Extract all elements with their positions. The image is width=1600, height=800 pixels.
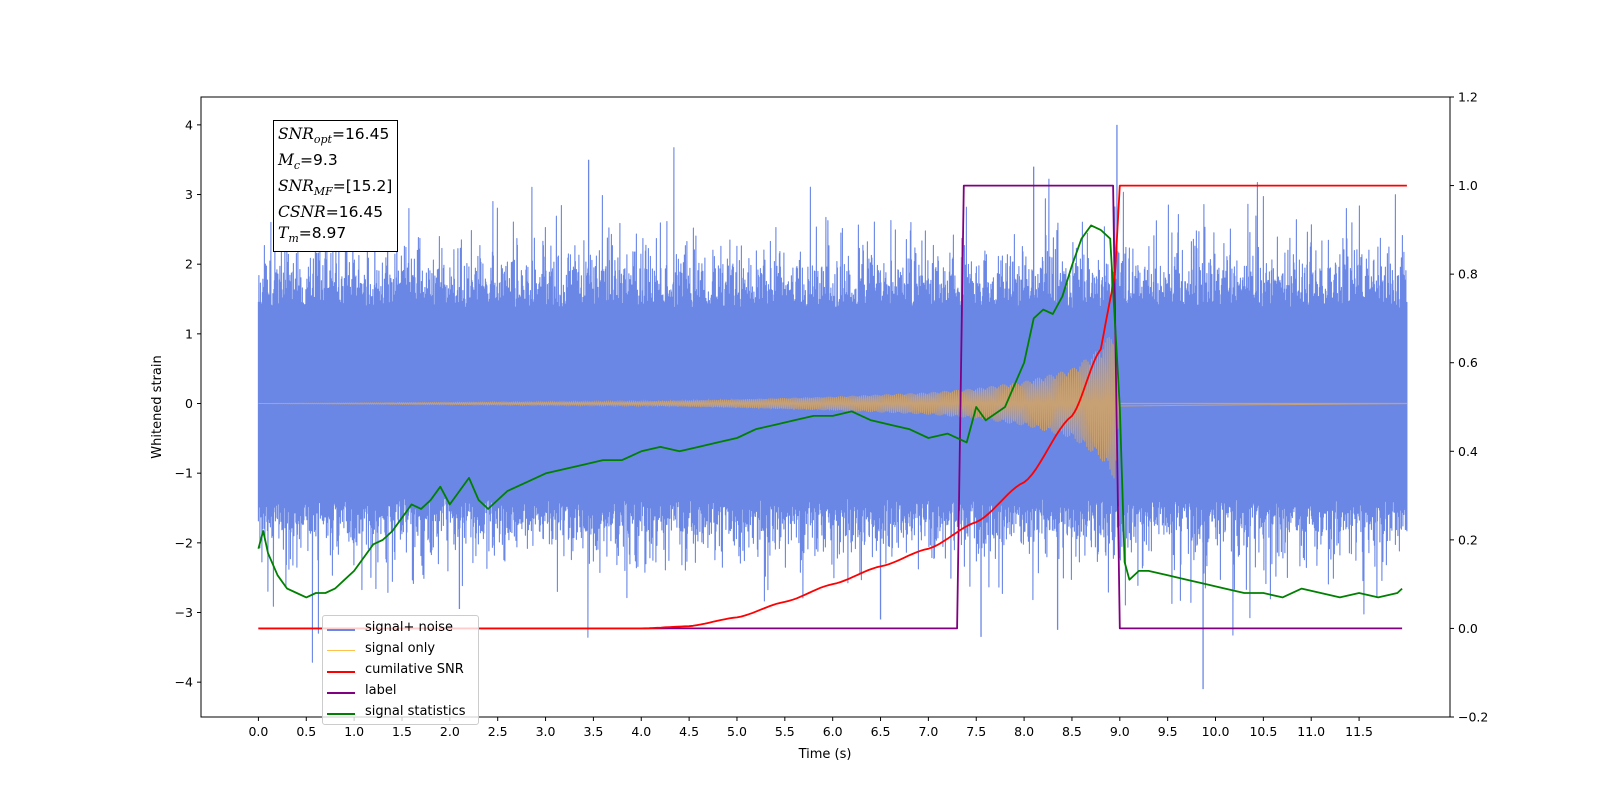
x-tick-label: 5.5 [775,724,795,739]
x-tick-label: 10.5 [1249,724,1277,739]
legend-item-signal-statistics: signal statistics [323,703,478,723]
legend-label: signal+ noise [365,620,454,635]
legend: signal+ noise signal only cumilative SNR… [322,615,479,725]
x-tick-label: 8.5 [1062,724,1082,739]
x-tick-label: 11.0 [1297,724,1325,739]
legend-label: signal only [365,641,436,656]
legend-label: label [365,683,397,698]
x-tick-label: 6.0 [823,724,843,739]
y-right-tick-label: 0.8 [1458,267,1478,282]
y-right-tick-label: 0.2 [1458,532,1478,547]
y-tick-label: −3 [175,605,193,620]
x-tick-label: 4.0 [631,724,651,739]
y-right-tick-label: 0.0 [1458,621,1478,636]
x-axis-ticks: 0.0 0.5 1.0 1.5 2.0 2.5 3.0 3.5 4.0 4.5 5.0 5.5 6.0 6… [248,717,1373,739]
legend-item-signal-noise: signal+ noise [323,619,478,639]
x-tick-label: 3.0 [536,724,556,739]
annotation-mc: Mc=9.3 [278,151,338,173]
legend-item-label: label [323,682,478,702]
x-tick-label: 8.0 [1014,724,1034,739]
y-right-axis-ticks: 1.2 1.0 0.8 0.6 0.4 0.2 0.0 −0.2 [1450,90,1488,725]
y-right-tick-label: 0.4 [1458,444,1478,459]
x-tick-label: 7.0 [918,724,938,739]
x-tick-label: 2.0 [440,724,460,739]
y-tick-label: −4 [175,675,193,690]
x-tick-label: 4.5 [679,724,699,739]
legend-label: cumilative SNR [365,662,464,677]
plot-area [257,124,1408,690]
legend-swatch [327,629,355,631]
x-tick-label: 6.5 [871,724,891,739]
x-axis-label: Time (s) [798,747,852,762]
x-tick-label: 0.0 [248,724,268,739]
y-tick-label: −2 [175,535,193,550]
legend-swatch [327,650,355,651]
series-cumulative-snr [258,184,1407,630]
series-label [258,184,1403,630]
annotation-snr-opt: SNRopt=16.45 [278,125,390,147]
y-right-tick-label: 1.0 [1458,178,1478,193]
y-tick-label: 3 [185,187,193,202]
y-tick-label: 4 [185,117,193,132]
x-tick-label: 11.5 [1345,724,1373,739]
annotation-box: SNRopt=16.45 Mc=9.3 SNRMF=[15.2] CSNR=16… [273,120,399,253]
y-tick-label: 1 [185,326,193,341]
x-tick-label: 9.5 [1158,724,1178,739]
y-tick-label: 0 [185,396,193,411]
legend-item-cumulative-snr: cumilative SNR [323,661,478,681]
y-tick-label: −1 [175,466,193,481]
x-tick-label: 10.0 [1202,724,1230,739]
legend-label: signal statistics [365,704,466,719]
annotation-snr-mf: SNRMF=[15.2] [278,177,393,199]
x-tick-label: 2.5 [488,724,508,739]
x-tick-label: 7.5 [966,724,986,739]
legend-swatch [327,671,355,673]
x-tick-label: 1.5 [392,724,412,739]
legend-item-signal-only: signal only [323,640,478,660]
legend-swatch [327,713,355,715]
series-signal-only [258,333,1407,479]
annotation-tm: Tm=8.97 [278,224,347,246]
y-right-tick-label: −0.2 [1458,710,1488,725]
y-axis-label: Whitened strain [150,355,165,458]
y-axis-ticks: 4 3 2 1 0 −1 −2 −3 −4 [175,117,201,690]
y-right-tick-label: 0.6 [1458,355,1478,370]
x-tick-label: 1.0 [344,724,364,739]
axes-frame [200,96,1451,718]
series-signal-statistics [257,224,1403,599]
x-tick-label: 0.5 [296,724,316,739]
x-tick-label: 9.0 [1110,724,1130,739]
x-tick-label: 5.0 [727,724,747,739]
annotation-csnr: CSNR=16.45 [278,203,384,222]
y-tick-label: 2 [185,257,193,272]
x-tick-label: 3.5 [583,724,603,739]
legend-swatch [327,692,355,694]
y-right-tick-label: 1.2 [1458,90,1478,105]
